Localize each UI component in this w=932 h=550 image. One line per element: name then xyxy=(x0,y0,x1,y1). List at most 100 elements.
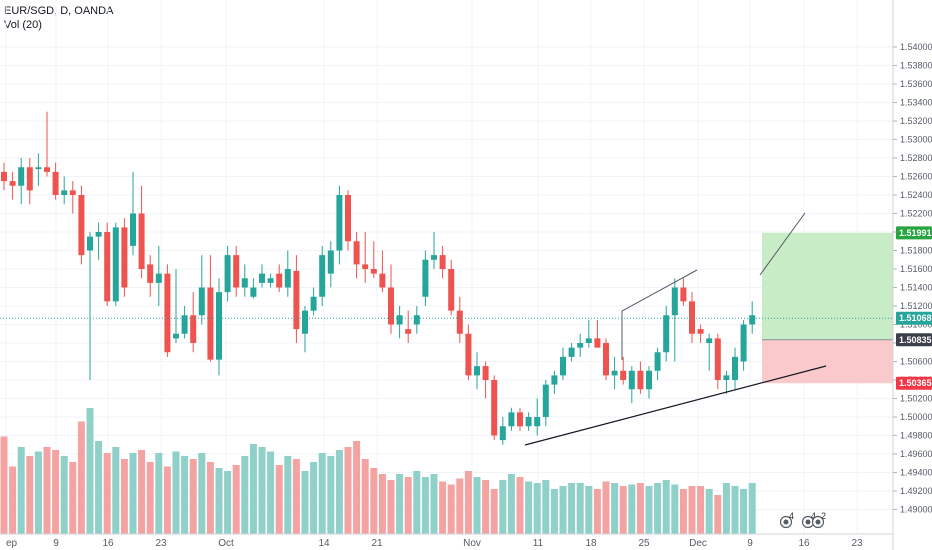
trend-lines[interactable] xyxy=(0,212,893,446)
symbol-legend[interactable]: EUR/SGD, D, OANDA xyxy=(4,5,114,17)
volume-bar xyxy=(490,489,498,534)
candle-body xyxy=(69,190,76,195)
volume-bar xyxy=(439,481,447,534)
volume-bar xyxy=(396,474,404,534)
price-tick-label: 1.51200 xyxy=(900,301,932,311)
time-axis[interactable]: ep 9 16 23 Oct 14 21 Nov 11 18 25 Dec 9 16 23 xyxy=(0,533,893,549)
volume-bar xyxy=(17,447,25,534)
price-tick-label: 1.51800 xyxy=(900,246,932,256)
candle-body xyxy=(482,366,489,380)
volume-bar xyxy=(507,474,515,534)
candle-body xyxy=(697,329,704,334)
candle-body xyxy=(198,287,205,316)
candle-body xyxy=(577,343,584,348)
candle-body xyxy=(370,269,377,274)
time-tick-label: 23 xyxy=(155,538,167,549)
candle-body xyxy=(112,227,119,302)
volume-bar xyxy=(0,436,8,534)
price-tick-label: 1.51600 xyxy=(900,264,932,274)
volume-bar xyxy=(464,471,472,534)
price-tick-label: 1.49400 xyxy=(900,468,932,478)
candle-body xyxy=(267,278,274,283)
target-zone[interactable] xyxy=(762,232,893,340)
volume-bar xyxy=(576,483,584,534)
time-tick-label: Dec xyxy=(689,538,707,549)
candle-body xyxy=(740,324,747,362)
volume-bar xyxy=(645,486,653,534)
candle-body xyxy=(207,287,214,360)
channel-extension[interactable] xyxy=(759,212,806,276)
current-price-badge-text: 1.51068 xyxy=(899,313,932,323)
channel-line[interactable] xyxy=(621,269,698,360)
candle-body xyxy=(405,329,412,334)
volume-bar xyxy=(473,477,481,534)
entry-price-badge-text: 1.50835 xyxy=(899,335,932,345)
stop-price-badge xyxy=(896,376,932,390)
candle-body xyxy=(551,375,558,385)
candle-body xyxy=(362,264,369,269)
volume-bar xyxy=(722,483,730,534)
candle-body xyxy=(345,195,351,242)
time-tick-label: Nov xyxy=(463,538,481,549)
volume-bar xyxy=(60,456,68,534)
candle-body xyxy=(138,213,145,269)
volume-bar xyxy=(112,447,120,534)
price-tick-label: 1.51400 xyxy=(900,283,932,293)
candle-body xyxy=(18,167,25,186)
candle-body xyxy=(732,356,738,380)
candle-body xyxy=(250,287,257,297)
price-tick-label: 1.52800 xyxy=(900,153,932,163)
support-trendline[interactable] xyxy=(524,365,827,446)
candle-body xyxy=(379,273,386,288)
volume-bar xyxy=(292,459,300,534)
volume-bar xyxy=(568,483,576,534)
price-tick-label: 1.49600 xyxy=(900,449,932,459)
candle-body xyxy=(654,352,661,371)
volume-bar xyxy=(499,480,507,534)
candle-body xyxy=(706,338,713,343)
candle-body xyxy=(216,292,222,360)
candle-body xyxy=(181,315,188,334)
time-tick-label: 9 xyxy=(53,538,59,549)
volume-bar xyxy=(86,408,94,534)
chart-grid xyxy=(0,0,893,534)
volume-bar xyxy=(258,447,266,534)
candle-body xyxy=(52,171,59,195)
volume-bar xyxy=(740,489,748,534)
volume-bar xyxy=(189,459,197,534)
candle-body xyxy=(525,417,532,427)
volume-bar xyxy=(310,462,318,534)
candle-body xyxy=(353,241,360,265)
position-zones[interactable] xyxy=(762,232,893,384)
volume-bar xyxy=(95,441,103,534)
candle-body xyxy=(388,287,394,325)
price-axis[interactable]: 1.54000 1.53800 1.53600 1.53400 1.53200 1.530… xyxy=(892,0,932,550)
time-tick-label: 16 xyxy=(102,538,114,549)
stop-price-badge-text: 1.50365 xyxy=(899,378,932,388)
stop-zone[interactable] xyxy=(762,339,893,384)
volume-bar xyxy=(413,471,421,534)
volume-bar xyxy=(344,447,352,534)
candle-body xyxy=(603,343,609,376)
volume-bar xyxy=(688,486,696,534)
candle-body xyxy=(319,255,326,297)
volume-bar xyxy=(26,456,34,534)
candle-body xyxy=(61,190,68,195)
volume-bar xyxy=(155,453,163,534)
event-dot xyxy=(783,519,789,525)
time-tick-label: 21 xyxy=(371,538,383,549)
price-tick-label: 1.49200 xyxy=(900,486,932,496)
candle-body xyxy=(302,310,308,334)
time-tick-label: 11 xyxy=(533,538,544,549)
candle-body xyxy=(241,278,248,288)
price-tick-label: 1.53600 xyxy=(900,79,932,89)
volume-bar xyxy=(482,480,490,534)
event-dot xyxy=(805,519,811,525)
candle-body xyxy=(585,338,592,343)
indicator-legend[interactable]: Vol (20) xyxy=(4,19,42,31)
volume-bar xyxy=(662,480,670,534)
volume-bar xyxy=(697,486,705,534)
volume-bar xyxy=(267,451,275,534)
